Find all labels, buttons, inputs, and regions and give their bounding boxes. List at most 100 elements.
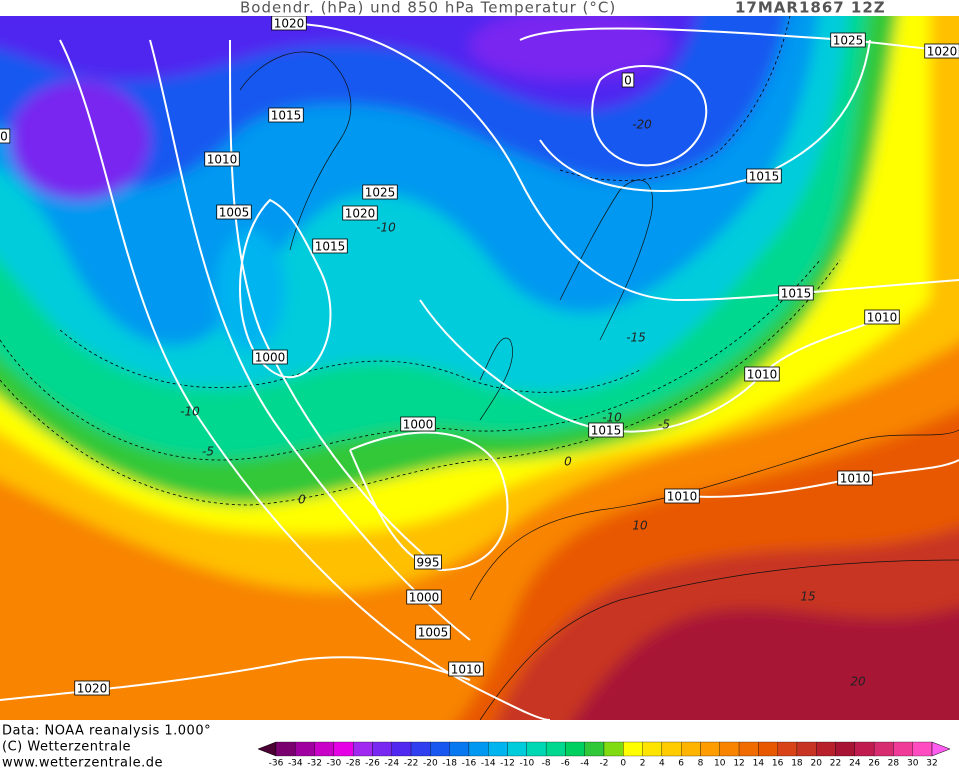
colorbar-swatch (738, 741, 759, 757)
colorbar-swatch (507, 741, 527, 757)
isobar-label-box (271, 16, 307, 31)
colorbar-swatch (661, 741, 682, 757)
isobar-label-text: 1020 (274, 17, 305, 31)
isobar-label: 0 (621, 72, 635, 88)
colorbar-label: -8 (542, 759, 551, 769)
isobar-label: 1010 (864, 309, 900, 325)
isobar-label-text: 0 (624, 74, 632, 88)
isobar-label: 1000 (252, 349, 288, 365)
title: Bodendr. (hPa) und 850 hPa Temperatur (°… (240, 0, 616, 17)
temperature-label: 10 (632, 519, 648, 533)
isobar-label: 1020 (342, 205, 378, 221)
colorbar-label: 14 (753, 759, 765, 769)
temperature-label: 0 (564, 455, 572, 469)
isobar-label: 1020 (74, 680, 110, 696)
colorbar-label: -20 (423, 759, 438, 769)
colorbar-swatch (372, 741, 392, 757)
temperature-label: 15 (800, 590, 815, 604)
colorbar-swatch (681, 741, 701, 757)
footer-line: Data: NOAA reanalysis 1.000° (2, 724, 211, 739)
colorbar-swatch (391, 741, 412, 757)
isobar-label-text: 1020 (77, 682, 108, 696)
temperature-label: -20 (632, 118, 652, 132)
colorbar-label: 8 (698, 759, 704, 769)
colorbar-arrow (257, 741, 277, 757)
colorbar-swatch (700, 741, 720, 757)
isobar-label-text: 1010 (207, 153, 238, 167)
isobar-label: 1010 (448, 661, 484, 677)
isobar-label-text: 1005 (219, 206, 250, 220)
isobar-label: 1015 (312, 238, 348, 254)
isobar-label: 1005 (216, 204, 252, 220)
isobar-label-text: 1015 (781, 287, 812, 301)
temperature-label: 0 (298, 493, 306, 507)
colorbar-label: 2 (640, 759, 646, 769)
isobar-label-text: 1000 (255, 351, 286, 365)
date: 17MAR1867 12Z (735, 0, 886, 17)
temperature-label: -10 (602, 411, 622, 425)
colorbar-swatch (468, 741, 489, 757)
isobar-label: 1010 (204, 151, 240, 167)
isobar-label-box (924, 43, 959, 59)
colorbar-label: 10 (714, 759, 726, 769)
coastlines (239, 51, 959, 720)
colorbar-label: -18 (442, 759, 457, 769)
isobar-label: 1015 (588, 422, 624, 438)
isobar-label-box (216, 204, 252, 220)
colorbar-label: -28 (346, 759, 361, 769)
isobar-label: 1010 (837, 470, 873, 486)
temperature-label: -5 (202, 445, 214, 459)
colorbar-swatch (526, 741, 547, 757)
colorbar-swatch (796, 741, 817, 757)
colorbar-label: 0 (620, 759, 626, 769)
isobar-label-box (414, 554, 442, 570)
header-band (0, 0, 959, 16)
colorbar-label: -30 (327, 759, 342, 769)
temperature-label: -5 (658, 418, 670, 432)
isobar-label-box (406, 589, 442, 605)
colorbar-label: 18 (791, 759, 803, 769)
colorbar-label: 20 (811, 759, 823, 769)
colorbar-label: -12 (500, 759, 515, 769)
colorbar-swatch (353, 741, 373, 757)
isobar-label-box (362, 184, 398, 200)
isobar-label-box (0, 128, 11, 144)
colorbar-swatch (314, 741, 335, 757)
colorbar-label: 12 (733, 759, 744, 769)
colorbar-swatch (816, 741, 836, 757)
footer-line: (C) Wetterzentrale (2, 740, 131, 755)
isobar-label-text: 1015 (591, 424, 622, 438)
colorbar-swatch (295, 741, 315, 757)
isobar-label-box (664, 488, 700, 504)
isobar-label-text: 1010 (667, 490, 698, 504)
footer-line: www.wetterzentrale.de (2, 756, 163, 770)
temperature-label: -10 (376, 221, 396, 235)
temperature-field (0, 16, 959, 720)
isobar-label-box (312, 238, 348, 254)
temperature-label: -10 (180, 405, 200, 419)
temperature-label: -15 (626, 331, 646, 345)
colorbar-swatch (275, 741, 296, 757)
isobar-label-box (415, 624, 451, 640)
isobar-label: 1025 (362, 184, 398, 200)
isobar-label-text: 1000 (403, 418, 434, 432)
isobar-labels: 1020102510200010151010101510051025102010… (0, 16, 959, 696)
isobar-label-box (252, 349, 288, 365)
colorbar-swatch (410, 741, 431, 757)
colorbar-swatch (545, 741, 566, 757)
isobar-label: 1015 (778, 285, 814, 301)
map: 1020102510200010151010101510051025102010… (0, 16, 959, 720)
colorbar-label: 24 (849, 759, 861, 769)
isobar-label-box (400, 416, 436, 432)
isobar-label-box (744, 366, 780, 382)
colorbar-label: -10 (519, 759, 534, 769)
colorbar-label: -2 (600, 759, 609, 769)
isobar-label-text: 1020 (345, 207, 376, 221)
isobar-label-text: 1025 (365, 186, 396, 200)
colorbar-label: -6 (561, 759, 570, 769)
colorbar-label: -26 (365, 759, 380, 769)
isobar-label-text: 1015 (315, 240, 346, 254)
isobar-label-box (746, 168, 782, 184)
colorbar-label: -16 (462, 759, 477, 769)
